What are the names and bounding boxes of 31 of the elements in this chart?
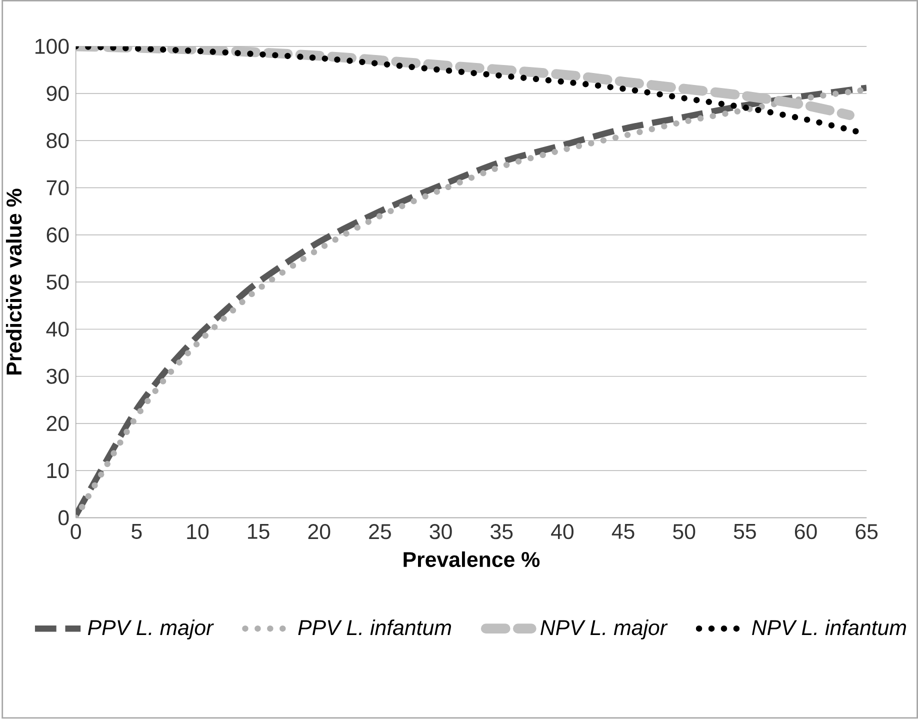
x-axis-title: Prevalence % <box>404 552 540 568</box>
legend-label: NPV L. major <box>540 620 668 640</box>
y-tick-label: 10 <box>47 463 69 478</box>
x-tick-label: 20 <box>308 524 330 540</box>
x-tick-label: 60 <box>794 524 817 540</box>
x-tick-label: 30 <box>430 524 452 540</box>
x-tick-label: 0 <box>70 524 81 540</box>
x-tick-label: 50 <box>673 524 696 540</box>
y-axis-title: Predictive value % <box>6 188 22 375</box>
x-tick-label: 10 <box>187 524 209 540</box>
x-tick-label: 40 <box>551 524 574 540</box>
y-tick-label: 80 <box>46 133 69 148</box>
x-tick-label: 5 <box>132 524 142 540</box>
y-tick-label: 40 <box>46 322 69 337</box>
y-tick-label: 0 <box>58 510 69 526</box>
legend-label: PPV L. major <box>88 620 214 640</box>
y-tick-label: 70 <box>46 180 69 196</box>
y-tick-label: 20 <box>46 416 69 432</box>
legend-label: PPV L. infantum <box>298 620 451 636</box>
x-tick-label: 15 <box>248 524 270 540</box>
x-tick-label: 35 <box>490 524 513 540</box>
y-tick-label: 50 <box>46 274 69 290</box>
x-tick-label: 25 <box>369 524 391 540</box>
y-tick-label: 30 <box>46 368 69 384</box>
x-tick-label: 65 <box>856 524 878 540</box>
legend-label: NPV L. infantum <box>752 620 906 636</box>
y-tick-label: 100 <box>35 38 69 54</box>
x-tick-label: 55 <box>734 524 756 540</box>
x-tick-label: 45 <box>612 524 634 540</box>
y-tick-label: 60 <box>46 227 69 243</box>
y-tick-label: 90 <box>46 86 69 102</box>
